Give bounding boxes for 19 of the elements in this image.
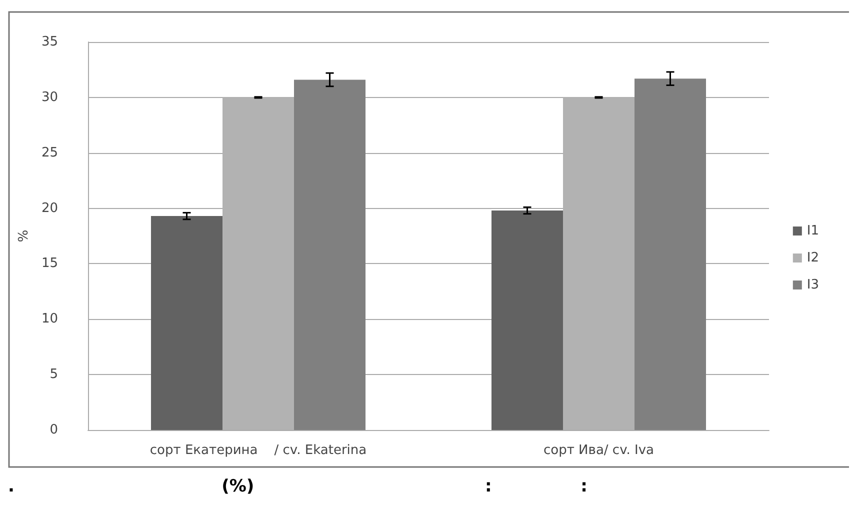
y-axis-title: % bbox=[16, 230, 32, 242]
bar bbox=[294, 80, 366, 430]
legend-label: I3 bbox=[806, 278, 820, 292]
y-tick-label: 25 bbox=[41, 145, 58, 160]
y-tick-label: 30 bbox=[41, 90, 58, 105]
y-tick-label: 5 bbox=[50, 367, 58, 382]
legend-label: I2 bbox=[806, 250, 820, 266]
y-tick-label: 35 bbox=[41, 34, 58, 50]
y-tick-label: 15 bbox=[41, 256, 58, 272]
x-tick-label: сорт Ива/ cv. Iva bbox=[543, 443, 654, 458]
text: . (%) : : bbox=[8, 476, 588, 496]
bar bbox=[491, 210, 563, 430]
bar bbox=[150, 216, 222, 430]
legend-label: I1 bbox=[806, 224, 820, 238]
y-tick-label: 0 bbox=[50, 422, 58, 438]
y-tick-label: 20 bbox=[41, 200, 58, 216]
bar bbox=[634, 78, 706, 430]
x-tick-label: сорт Екатерина / cv. Ekaterina bbox=[150, 443, 367, 458]
y-tick-label: 10 bbox=[41, 312, 58, 327]
